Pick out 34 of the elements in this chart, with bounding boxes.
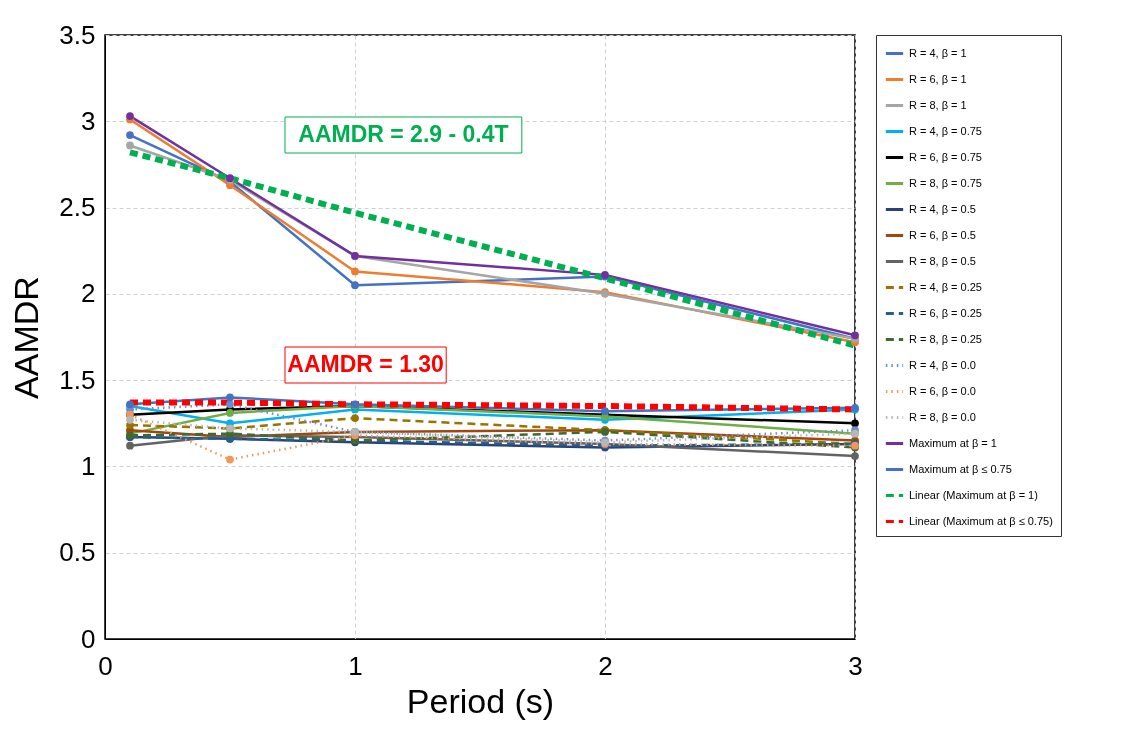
legend-label: R = 6, β = 0.25 xyxy=(909,306,982,319)
legend-label: R = 4, β = 0.0 xyxy=(909,358,976,371)
y-tick-label: 2 xyxy=(81,278,96,309)
legend-label: R = 6, β = 0.75 xyxy=(909,150,982,163)
y-axis-title: AAMDR xyxy=(7,276,46,399)
legend-label: Maximum at β ≤ 0.75 xyxy=(909,462,1012,475)
legend-label: Maximum at β = 1 xyxy=(909,436,997,449)
legend-label: R = 6, β = 0.0 xyxy=(909,384,976,397)
legend-label: R = 4, β = 0.75 xyxy=(909,124,982,137)
legend-label: R = 8, β = 0.0 xyxy=(909,410,976,423)
y-tick-label: 3 xyxy=(81,105,96,136)
legend-label: R = 4, β = 0.25 xyxy=(909,280,982,293)
y-tick-label: 1 xyxy=(81,450,96,481)
x-tick-label: 2 xyxy=(598,650,613,681)
legend-label: R = 8, β = 1 xyxy=(909,98,967,111)
y-tick-label: 3.5 xyxy=(59,19,96,50)
y-tick-label: 1.5 xyxy=(59,364,96,395)
legend-label: R = 6, β = 1 xyxy=(909,72,967,85)
x-tick-label: 3 xyxy=(848,650,863,681)
x-tick-label: 1 xyxy=(348,650,363,681)
legend-label: R = 6, β = 0.5 xyxy=(909,228,976,241)
y-tick-label: 0 xyxy=(81,623,96,654)
annotation: AAMDR = 2.9 - 0.4T xyxy=(298,121,509,147)
legend-label: R = 8, β = 0.25 xyxy=(909,332,982,345)
legend-label: Linear (Maximum at β = 1) xyxy=(909,488,1038,501)
annotation: AAMDR = 1.30 xyxy=(287,351,444,377)
y-tick-label: 2.5 xyxy=(59,192,96,223)
legend-label: R = 4, β = 0.5 xyxy=(909,202,976,215)
x-axis-title: Period (s) xyxy=(406,681,555,720)
legend-label: R = 4, β = 1 xyxy=(909,46,967,59)
y-tick-label: 0.5 xyxy=(59,537,96,568)
legend-label: R = 8, β = 0.5 xyxy=(909,254,976,267)
legend-label: Linear (Maximum at β ≤ 0.75) xyxy=(909,514,1053,527)
legend-label: R = 8, β = 0.75 xyxy=(909,176,982,189)
